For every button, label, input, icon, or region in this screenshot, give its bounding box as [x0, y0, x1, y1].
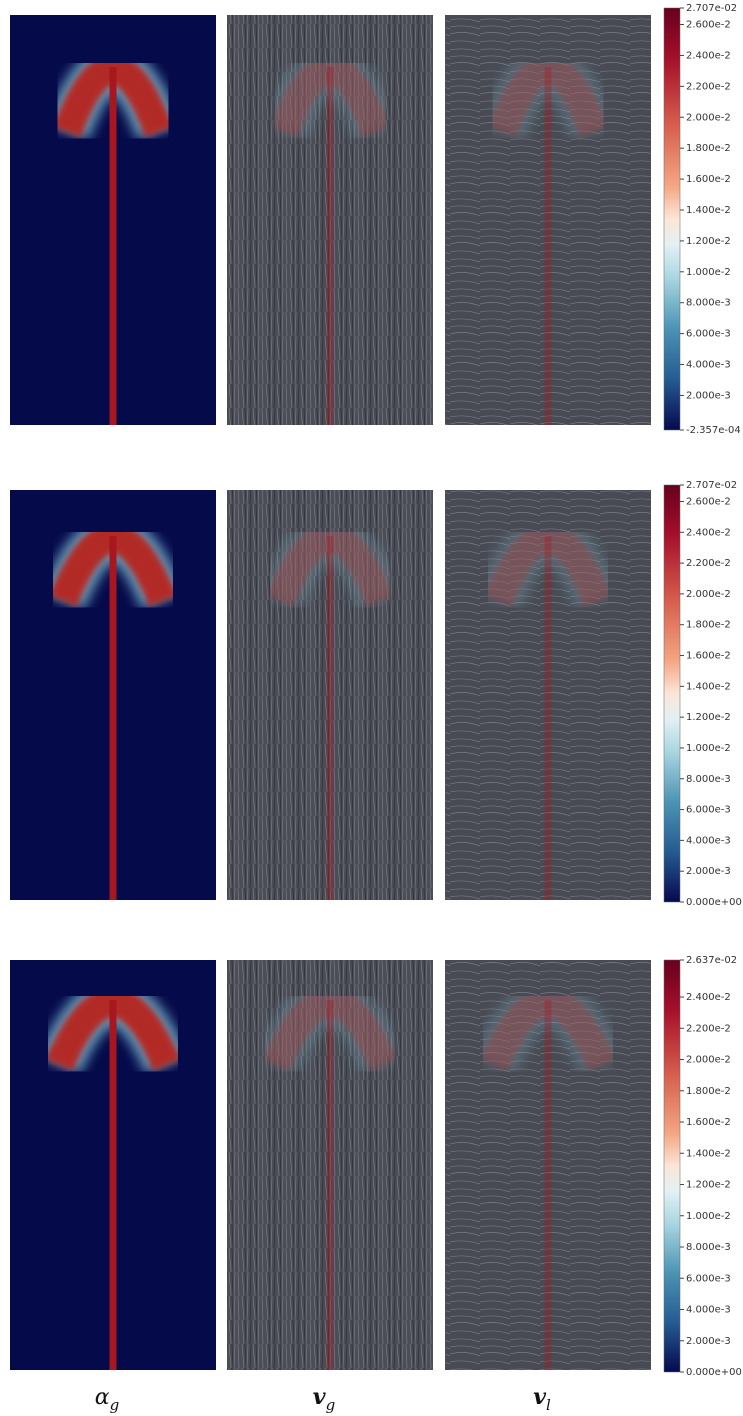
colorbar-label: 1.600e-2 [686, 1117, 731, 1128]
colorbar-label: 8.000e-3 [686, 1242, 731, 1253]
colorbar-label: 2.200e-2 [686, 558, 731, 569]
colorbar-label: 2.000e-2 [686, 112, 731, 123]
colorbar-label: 1.600e-2 [686, 174, 731, 185]
label-sub: l [546, 1396, 551, 1414]
panel [227, 490, 433, 900]
column-label: vl [533, 1384, 551, 1414]
colorbar-label: 1.200e-2 [686, 712, 731, 723]
label-sub: g [326, 1396, 336, 1414]
colorbar-label: 1.200e-2 [686, 1180, 731, 1191]
panel [445, 15, 651, 425]
column-label: vg [313, 1384, 335, 1414]
panel [227, 960, 433, 1370]
panel [227, 15, 433, 425]
colorbar-label: 6.000e-3 [686, 805, 731, 816]
colorbar-label: 2.600e-2 [686, 496, 731, 507]
colorbar-label: 1.800e-2 [686, 620, 731, 631]
colorbar [663, 959, 681, 1373]
colorbar-label: 8.000e-3 [686, 774, 731, 785]
colorbar-label: 1.400e-2 [686, 205, 731, 216]
panel [445, 490, 651, 900]
colorbar-label: 2.637e-02 [686, 955, 737, 966]
row: 2.707e-02 2.600e-2 2.400e-2 2.200e-2 2.000e-… [10, 480, 742, 908]
panel [10, 490, 216, 900]
colorbar-label: 1.600e-2 [686, 651, 731, 662]
column-label: αg [95, 1385, 119, 1414]
label-symbol: v [533, 1384, 546, 1410]
colorbar-label: 2.200e-2 [686, 1023, 731, 1034]
colorbar-label: 2.600e-2 [686, 20, 731, 31]
colorbar-label: 2.400e-2 [686, 50, 731, 61]
colorbar-label: 4.000e-3 [686, 835, 731, 846]
label-symbol: α [95, 1385, 110, 1410]
colorbar-label: 0.000e+00 [686, 1367, 742, 1378]
colorbar-label: 6.000e-3 [686, 329, 731, 340]
colorbar-label: 1.800e-2 [686, 143, 731, 154]
colorbar-label: 2.707e-02 [686, 480, 737, 491]
colorbar-label: -2.357e-04 [686, 425, 741, 436]
colorbar-label: 4.000e-3 [686, 360, 731, 371]
colorbar-label: 1.400e-2 [686, 1148, 731, 1159]
colorbar-label: 1.000e-2 [686, 267, 731, 278]
label-symbol: v [313, 1384, 326, 1410]
colorbar-label: 2.000e-3 [686, 866, 731, 877]
colorbar-label: 1.800e-2 [686, 1086, 731, 1097]
colorbar-label: 2.400e-2 [686, 527, 731, 538]
panel [10, 15, 216, 425]
colorbar [663, 7, 681, 431]
colorbar-label: 1.200e-2 [686, 236, 731, 247]
colorbar-label: 4.000e-3 [686, 1305, 731, 1316]
label-sub: g [110, 1396, 120, 1414]
colorbar-label: 2.200e-2 [686, 81, 731, 92]
row: 2.637e-02 2.400e-2 2.200e-2 2.000e-2 1.800e-… [10, 955, 742, 1378]
colorbar-label: 0.000e+00 [686, 897, 742, 908]
colorbar-label: 2.000e-2 [686, 1055, 731, 1066]
colorbar-label: 1.000e-2 [686, 743, 731, 754]
panel [445, 960, 651, 1370]
row: 2.707e-02 2.600e-2 2.400e-2 2.200e-2 2.000e-… [10, 3, 741, 436]
colorbar-label: 2.400e-2 [686, 992, 731, 1003]
colorbar-label: 1.400e-2 [686, 681, 731, 692]
colorbar-label: 2.707e-02 [686, 3, 737, 14]
colorbar-label: 6.000e-3 [686, 1273, 731, 1284]
panel [10, 960, 216, 1370]
colorbar-label: 8.000e-3 [686, 298, 731, 309]
colorbar-label: 1.000e-2 [686, 1211, 731, 1222]
column-labels: αg vg vl [95, 1384, 551, 1414]
colorbar [663, 484, 681, 903]
colorbar-label: 2.000e-2 [686, 589, 731, 600]
colorbar-label: 2.000e-3 [686, 1336, 731, 1347]
colorbar-label: 2.000e-3 [686, 390, 731, 401]
